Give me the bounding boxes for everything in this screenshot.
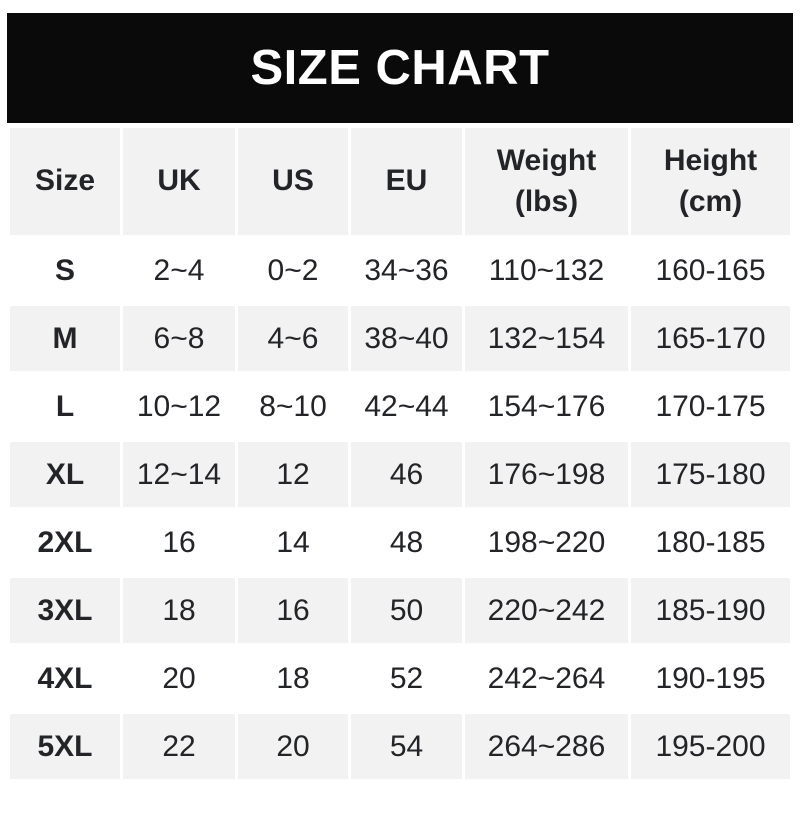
height-value: 170-175	[631, 374, 790, 439]
uk-value: 18	[123, 578, 235, 643]
us-value: 8~10	[238, 374, 348, 439]
eu-value: 50	[351, 578, 462, 643]
eu-value: 52	[351, 646, 462, 711]
weight-value: 154~176	[465, 374, 628, 439]
eu-value: 54	[351, 714, 462, 779]
column-header-size: Size	[10, 128, 120, 235]
size-label: 3XL	[10, 578, 120, 643]
us-value: 20	[238, 714, 348, 779]
height-value: 190-195	[631, 646, 790, 711]
uk-value: 2~4	[123, 238, 235, 303]
weight-value: 198~220	[465, 510, 628, 575]
table-row-xl: XL 12~14 12 46 176~198 175-180	[10, 442, 790, 507]
us-value: 12	[238, 442, 348, 507]
size-label: 2XL	[10, 510, 120, 575]
table-row-2xl: 2XL 16 14 48 198~220 180-185	[10, 510, 790, 575]
size-label: 4XL	[10, 646, 120, 711]
table-row-4xl: 4XL 20 18 52 242~264 190-195	[10, 646, 790, 711]
table-row-l: L 10~12 8~10 42~44 154~176 170-175	[10, 374, 790, 439]
height-value: 160-165	[631, 238, 790, 303]
eu-value: 38~40	[351, 306, 462, 371]
height-value: 175-180	[631, 442, 790, 507]
weight-value: 264~286	[465, 714, 628, 779]
column-header-height: Height (cm)	[631, 128, 790, 235]
size-label: S	[10, 238, 120, 303]
uk-value: 12~14	[123, 442, 235, 507]
table-row-s: S 2~4 0~2 34~36 110~132 160-165	[10, 238, 790, 303]
eu-value: 46	[351, 442, 462, 507]
height-value: 185-190	[631, 578, 790, 643]
size-label: L	[10, 374, 120, 439]
uk-value: 22	[123, 714, 235, 779]
table-header-row: Size UK US EU Weight (lbs) Height (cm)	[10, 128, 790, 235]
us-value: 4~6	[238, 306, 348, 371]
height-value: 195-200	[631, 714, 790, 779]
size-label: XL	[10, 442, 120, 507]
column-header-uk: UK	[123, 128, 235, 235]
uk-value: 6~8	[123, 306, 235, 371]
table-row-5xl: 5XL 22 20 54 264~286 195-200	[10, 714, 790, 779]
us-value: 0~2	[238, 238, 348, 303]
size-chart-table: Size UK US EU Weight (lbs) Height (cm) S…	[7, 125, 793, 782]
us-value: 14	[238, 510, 348, 575]
height-value: 180-185	[631, 510, 790, 575]
uk-value: 20	[123, 646, 235, 711]
column-header-us: US	[238, 128, 348, 235]
us-value: 16	[238, 578, 348, 643]
column-header-weight: Weight (lbs)	[465, 128, 628, 235]
size-chart-banner: SIZE CHART	[7, 13, 793, 123]
size-label: M	[10, 306, 120, 371]
eu-value: 34~36	[351, 238, 462, 303]
weight-value: 220~242	[465, 578, 628, 643]
height-value: 165-170	[631, 306, 790, 371]
page-title: SIZE CHART	[250, 41, 550, 95]
table-row-3xl: 3XL 18 16 50 220~242 185-190	[10, 578, 790, 643]
uk-value: 10~12	[123, 374, 235, 439]
weight-value: 132~154	[465, 306, 628, 371]
eu-value: 42~44	[351, 374, 462, 439]
size-label: 5XL	[10, 714, 120, 779]
weight-value: 176~198	[465, 442, 628, 507]
weight-value: 110~132	[465, 238, 628, 303]
table-row-m: M 6~8 4~6 38~40 132~154 165-170	[10, 306, 790, 371]
eu-value: 48	[351, 510, 462, 575]
us-value: 18	[238, 646, 348, 711]
uk-value: 16	[123, 510, 235, 575]
column-header-eu: EU	[351, 128, 462, 235]
weight-value: 242~264	[465, 646, 628, 711]
